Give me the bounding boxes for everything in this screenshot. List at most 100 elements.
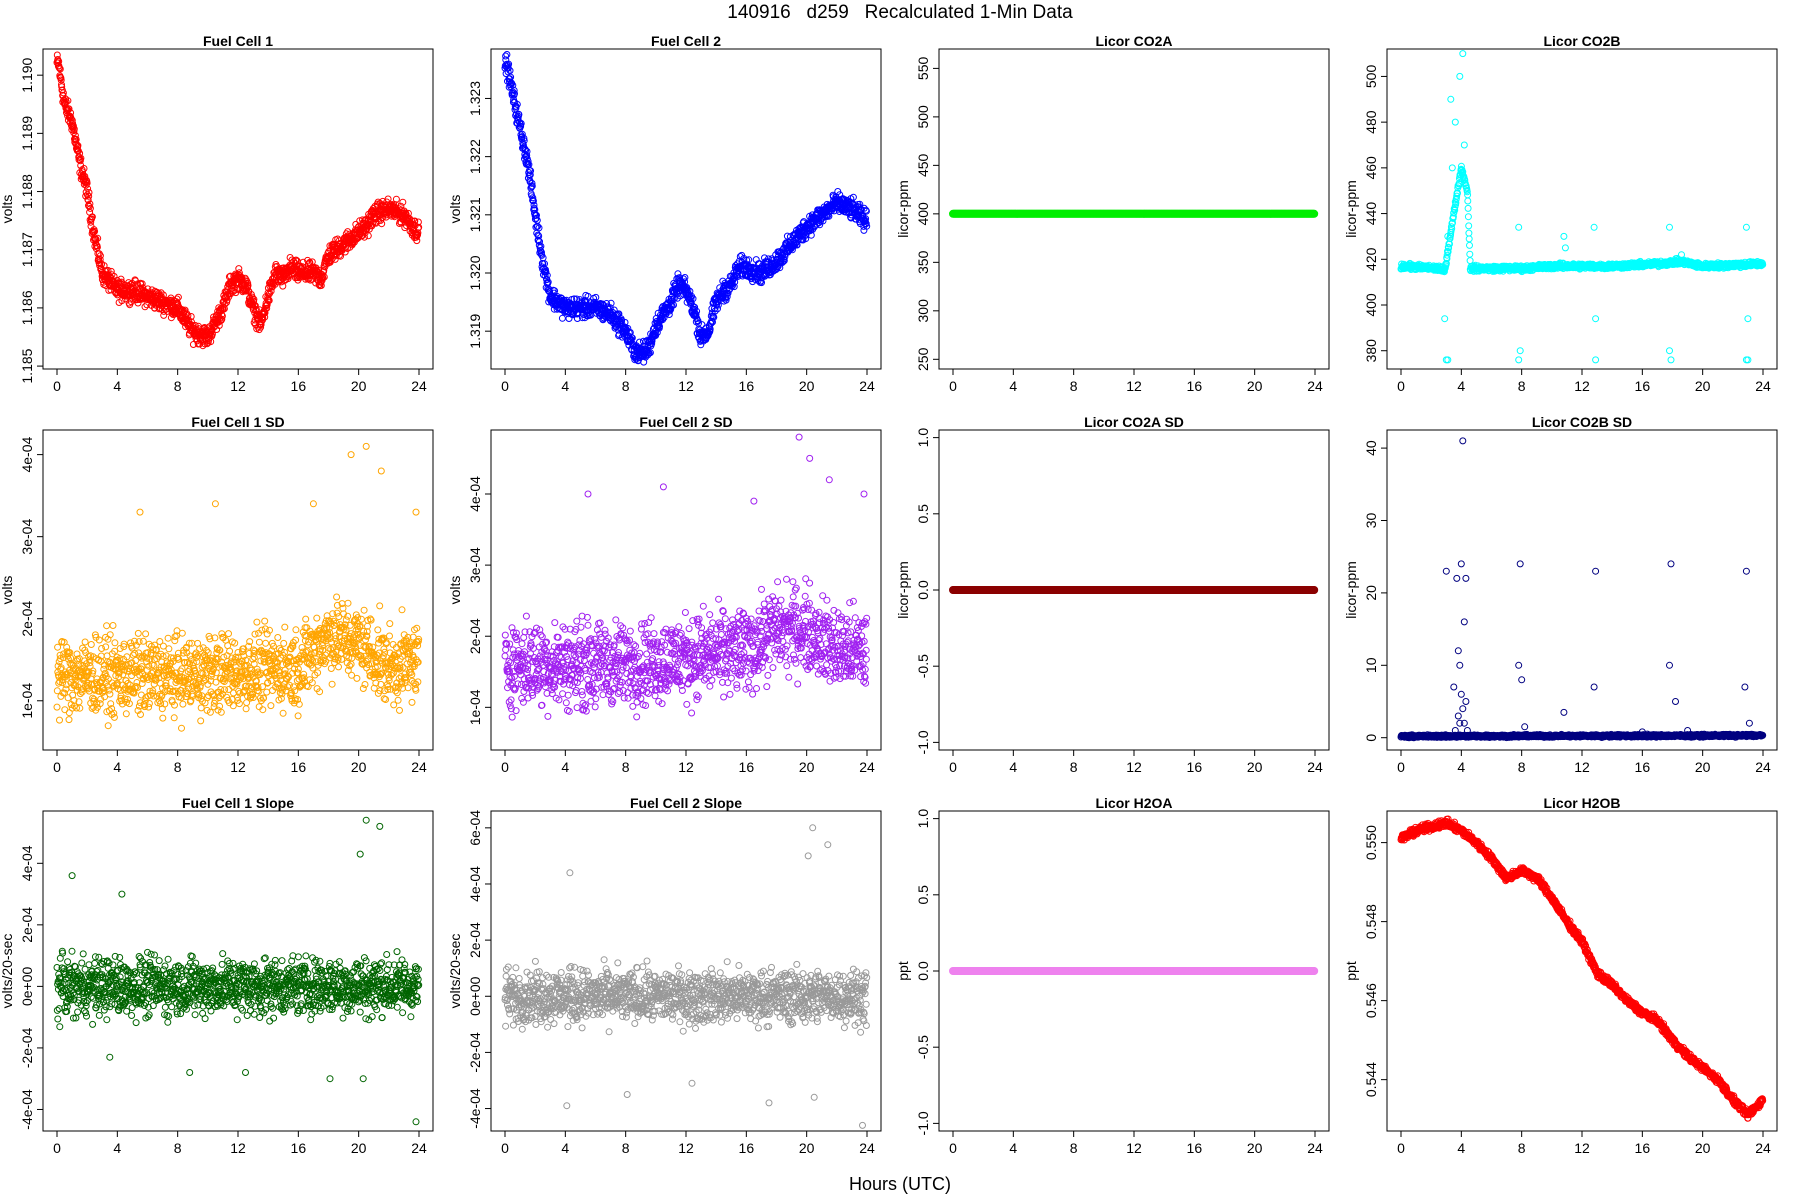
data-point bbox=[1444, 356, 1452, 364]
data-point bbox=[76, 704, 84, 712]
data-point bbox=[676, 274, 684, 282]
data-point bbox=[244, 279, 252, 287]
data-point bbox=[1453, 192, 1461, 200]
data-point bbox=[59, 89, 67, 97]
data-point bbox=[674, 270, 682, 278]
data-point bbox=[527, 167, 535, 175]
data-point bbox=[137, 711, 144, 718]
data-point bbox=[56, 655, 64, 663]
data-point bbox=[779, 258, 787, 266]
data-point bbox=[130, 689, 138, 697]
data-points bbox=[501, 51, 871, 366]
y-tick-label: 500 bbox=[915, 105, 931, 129]
plot-frame bbox=[1386, 48, 1778, 370]
data-point bbox=[252, 306, 260, 313]
y-tick-label: 450 bbox=[915, 153, 931, 177]
x-tick-label: 8 bbox=[1518, 378, 1526, 394]
data-point bbox=[152, 645, 160, 653]
data-point bbox=[1466, 241, 1473, 249]
data-point bbox=[65, 716, 73, 724]
data-point bbox=[710, 313, 718, 321]
data-point bbox=[1466, 250, 1474, 258]
x-tick-label: 12 bbox=[230, 378, 246, 394]
data-point bbox=[408, 231, 416, 239]
data-point bbox=[411, 217, 419, 225]
data-point bbox=[517, 120, 525, 127]
data-point bbox=[55, 658, 63, 666]
data-point bbox=[85, 189, 93, 196]
data-point bbox=[54, 643, 62, 651]
data-point bbox=[503, 51, 511, 58]
data-point bbox=[1444, 232, 1452, 240]
data-point bbox=[526, 171, 534, 179]
data-point bbox=[1464, 204, 1472, 212]
data-point bbox=[1742, 223, 1750, 231]
data-point bbox=[135, 702, 143, 710]
x-tick-label: 4 bbox=[1457, 378, 1465, 394]
data-point bbox=[111, 647, 119, 655]
data-point bbox=[132, 683, 140, 690]
data-point bbox=[862, 220, 870, 228]
data-point bbox=[621, 318, 629, 326]
data-point bbox=[107, 700, 115, 708]
y-tick-label: 420 bbox=[1363, 247, 1379, 271]
data-point bbox=[81, 638, 89, 646]
data-point bbox=[174, 293, 182, 301]
data-point bbox=[173, 632, 181, 640]
x-tick-label: 0 bbox=[1397, 378, 1405, 394]
data-point bbox=[1465, 229, 1473, 237]
data-point bbox=[392, 195, 400, 203]
data-point bbox=[170, 714, 178, 722]
data-point bbox=[648, 340, 656, 348]
data-point bbox=[528, 183, 535, 191]
data-points bbox=[1397, 50, 1767, 364]
data-point bbox=[56, 716, 63, 724]
data-point bbox=[179, 700, 187, 708]
y-axis-label: volts bbox=[0, 576, 15, 605]
data-point bbox=[1441, 315, 1449, 323]
x-tick-label: 12 bbox=[1574, 378, 1590, 394]
data-point bbox=[98, 645, 106, 652]
data-point bbox=[72, 676, 80, 684]
data-point bbox=[607, 299, 615, 307]
data-point bbox=[165, 645, 173, 653]
data-point bbox=[529, 197, 537, 205]
data-point bbox=[849, 193, 857, 201]
data-point bbox=[708, 317, 716, 325]
data-point bbox=[133, 679, 141, 686]
data-point bbox=[61, 689, 68, 697]
x-tick-label: 0 bbox=[53, 378, 61, 394]
data-point bbox=[1515, 356, 1523, 364]
y-tick-label: 460 bbox=[1363, 156, 1379, 180]
data-points bbox=[949, 209, 1319, 218]
data-point bbox=[89, 694, 97, 702]
data-point bbox=[1678, 251, 1685, 259]
data-point bbox=[169, 654, 177, 662]
data-point bbox=[171, 701, 178, 709]
data-point bbox=[103, 622, 111, 630]
data-point bbox=[724, 289, 732, 297]
data-point bbox=[73, 704, 80, 712]
data-point bbox=[120, 643, 128, 651]
x-tick-label: 20 bbox=[1695, 378, 1711, 394]
data-point bbox=[397, 202, 405, 210]
data-point bbox=[101, 693, 109, 701]
data-point bbox=[404, 209, 412, 217]
data-point bbox=[76, 157, 84, 165]
data-point bbox=[518, 133, 526, 141]
data-point bbox=[533, 211, 540, 219]
x-tick-label: 8 bbox=[174, 378, 182, 394]
data-point bbox=[91, 227, 99, 235]
x-tick-label: 12 bbox=[1126, 378, 1142, 394]
data-point bbox=[199, 342, 207, 350]
data-point bbox=[511, 90, 518, 98]
data-point bbox=[136, 699, 144, 707]
data-point bbox=[1465, 222, 1473, 230]
data-point bbox=[59, 654, 67, 662]
data-point bbox=[159, 714, 167, 722]
data-point bbox=[181, 676, 189, 684]
plot-frame bbox=[938, 48, 1330, 370]
data-point bbox=[317, 282, 325, 289]
data-point bbox=[723, 293, 731, 301]
